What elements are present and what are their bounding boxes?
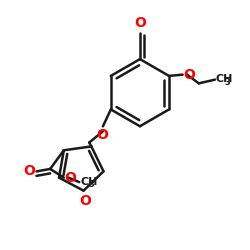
Text: 3: 3 bbox=[88, 180, 94, 189]
Text: 3: 3 bbox=[224, 78, 230, 86]
Text: O: O bbox=[64, 170, 76, 184]
Text: O: O bbox=[183, 68, 195, 82]
Text: CH: CH bbox=[216, 74, 233, 84]
Text: O: O bbox=[134, 16, 146, 30]
Text: CH: CH bbox=[80, 177, 98, 187]
Text: O: O bbox=[24, 164, 35, 178]
Text: O: O bbox=[96, 128, 108, 141]
Text: O: O bbox=[79, 194, 91, 208]
